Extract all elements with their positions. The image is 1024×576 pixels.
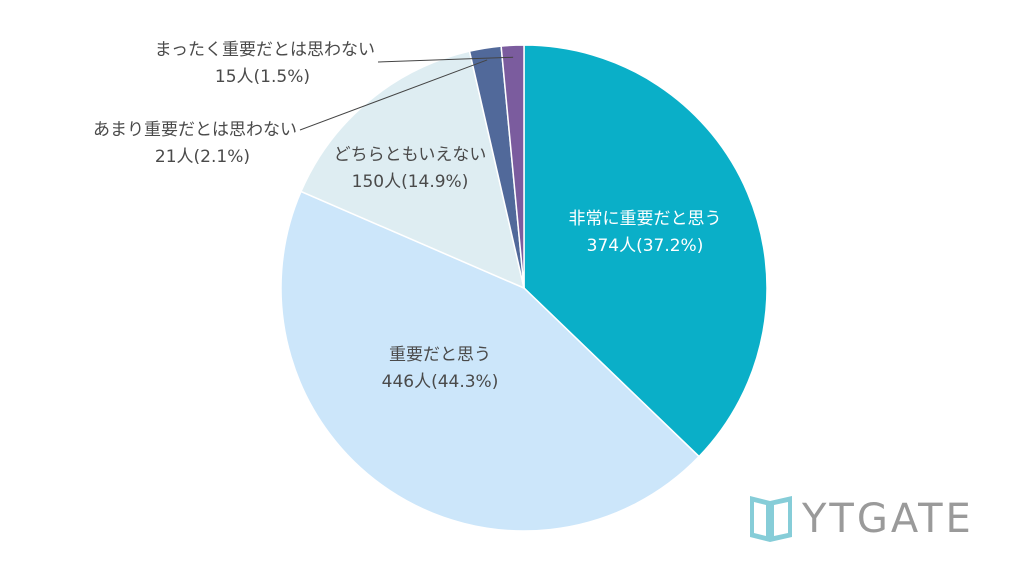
door-logo-icon [750,496,792,542]
leader-line-not-important-at-all [377,56,514,63]
slice-value-not-very-important: 21人(2.1%) [155,147,250,167]
leader-lines [299,56,514,131]
slice-count-neutral: 150人 [352,172,401,192]
slice-percent-neutral: (14.9%) [401,172,468,192]
pie-slice-neutral [300,50,526,290]
slice-count-important: 446人 [382,372,431,392]
slice-label-neutral: どちらともいえない [334,145,487,165]
slice-label-important: 重要だと思う [389,345,491,365]
leader-line-not-very-important [299,59,488,131]
pie-slices [280,44,768,532]
pie-slice-very-important [523,44,768,458]
slice-value-neutral: 150人(14.9%) [352,172,469,192]
pie-slice-important [280,190,701,532]
slice-value-not-important-at-all: 15人(1.5%) [215,67,310,87]
slice-count-very-important: 374人 [587,236,636,256]
slice-percent-not-very-important: (2.1%) [194,147,250,167]
slice-value-important: 446人(44.3%) [382,372,499,392]
slice-count-not-very-important: 21人 [155,147,194,167]
slice-label-not-important-at-all: まったく重要だとは思わない [155,40,375,60]
slice-percent-very-important: (37.2%) [636,236,703,256]
slice-label-not-very-important: あまり重要だとは思わない [93,120,297,140]
slice-percent-not-important-at-all: (1.5%) [254,67,310,87]
logo-text: YTGATE [802,496,974,542]
slice-label-very-important: 非常に重要だと思う [569,209,722,229]
slice-count-not-important-at-all: 15人 [215,67,254,87]
slice-value-very-important: 374人(37.2%) [587,236,704,256]
slice-percent-important: (44.3%) [431,372,498,392]
pie-slice-not-important-at-all [500,44,525,289]
ytgate-logo: YTGATE [748,492,974,546]
